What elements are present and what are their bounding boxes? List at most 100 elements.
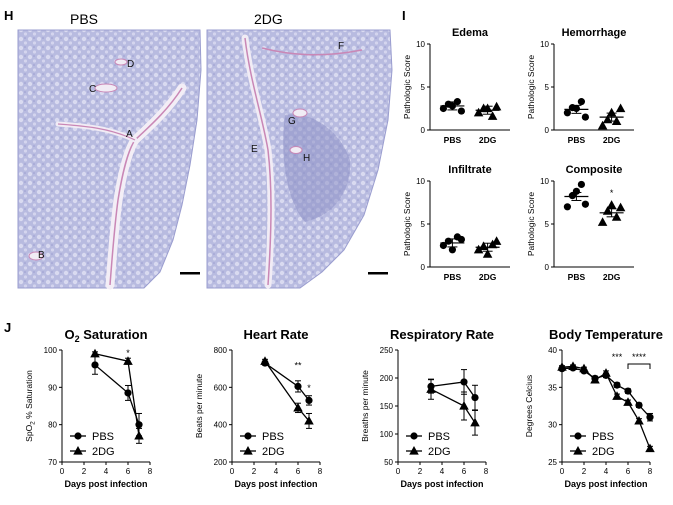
x-axis-label-body-temperature: Days post infection (564, 479, 647, 489)
point-body-temperature-2dg-4 (601, 368, 611, 377)
point-o2-saturation-2dg-2 (134, 430, 144, 440)
x-tick-label-heart-rate-0: 0 (230, 467, 235, 476)
point-body-temperature-2dg-3 (590, 374, 600, 384)
y-tick-label-edema-10: 10 (416, 40, 425, 49)
histology-pbs: A B C D PBS (17, 10, 202, 290)
region-label-f: F (338, 41, 344, 52)
x-tick-label-hemorrhage-pbs: PBS (568, 135, 586, 145)
vessel-pbs-c (94, 83, 118, 93)
chart-title-composite: Composite (566, 164, 623, 176)
y-tick-label-composite-5: 5 (545, 220, 550, 229)
legend-label-heart-rate-2dg: 2DG (262, 446, 285, 458)
series-line-respiratory-rate-2dg (430, 388, 476, 424)
y-tick-label-o2-saturation-100: 100 (44, 346, 58, 355)
x-axis-label-heart-rate: Days post infection (234, 479, 317, 489)
x-tick-label-respiratory-rate-6: 6 (462, 467, 467, 476)
panel-letter-i: I (402, 8, 406, 23)
point-hemorrhage-2dg-0 (597, 120, 608, 130)
y-tick-label-o2-saturation-90: 90 (48, 383, 57, 392)
legend-marker-o2-saturation-2dg (73, 446, 83, 455)
dotplot-composite: Composite 0 5 10 Pathologic Score PBS 2DG * (526, 164, 634, 282)
series-line-heart-rate-pbs (264, 362, 310, 401)
y-tick-label-o2-saturation-70: 70 (48, 458, 57, 467)
series-line-respiratory-rate-pbs (430, 381, 476, 398)
y-tick-label-respiratory-rate-200: 200 (380, 374, 394, 383)
y-tick-label-body-temperature-30: 30 (548, 421, 557, 430)
point-infiltrate-pbs-0 (439, 241, 447, 250)
x-tick-label-body-temperature-2: 2 (582, 467, 587, 476)
point-composite-pbs-2 (572, 187, 581, 195)
point-edema-2dg-4 (491, 101, 502, 111)
x-axis-label-respiratory-rate: Days post infection (400, 479, 483, 489)
panel-letter-j: J (4, 320, 11, 335)
point-infiltrate-2dg-1 (478, 241, 489, 250)
point-heart-rate-pbs-1 (294, 382, 302, 390)
label-bg-2dg (245, 10, 303, 28)
point-hemorrhage-pbs-3 (577, 98, 586, 106)
x-tick-label-heart-rate-4: 4 (274, 467, 279, 476)
chart-title-body-temperature: Body Temperature (549, 327, 663, 342)
tissue-dense-2dg (283, 114, 351, 222)
panel-letter-h: H (4, 8, 13, 23)
y-tick-label-respiratory-rate-50: 50 (384, 458, 393, 467)
y-tick-label-respiratory-rate-100: 100 (380, 430, 394, 439)
region-label-g: G (288, 116, 296, 127)
legend-marker-heart-rate-2dg (243, 446, 253, 455)
x-tick-label-body-temperature-6: 6 (626, 467, 631, 476)
x-tick-label-respiratory-rate-8: 8 (484, 467, 489, 476)
point-respiratory-rate-2dg-1 (459, 401, 469, 410)
point-heart-rate-pbs-2 (305, 396, 313, 404)
lineplot-respiratory-rate: Respiratory Rate 50 100 150 200 250 0 2 4 6 8Days … (360, 327, 494, 489)
dotplot-edema: Edema 0 5 10 Pathologic Score PBS 2DG (402, 27, 510, 145)
x-tick-label-o2-saturation-8: 8 (148, 467, 153, 476)
y-tick-label-heart-rate-400: 400 (214, 421, 228, 430)
x-axis-label-o2-saturation: Days post infection (64, 479, 147, 489)
region-label-e: E (251, 144, 258, 155)
y-axis-label-infiltrate: Pathologic Score (402, 192, 412, 257)
y-tick-label-hemorrhage-0: 0 (545, 126, 550, 135)
y-tick-label-composite-0: 0 (545, 263, 550, 272)
x-tick-label-composite-2dg: 2DG (603, 272, 621, 282)
y-tick-label-infiltrate-5: 5 (421, 220, 426, 229)
point-respiratory-rate-pbs-1 (460, 378, 468, 386)
y-tick-label-infiltrate-0: 0 (421, 263, 426, 272)
y-axis-label-body-temperature: Degrees Celcius (524, 375, 534, 437)
point-o2-saturation-2dg-1 (123, 356, 133, 365)
y-tick-label-heart-rate-200: 200 (214, 458, 228, 467)
x-tick-label-edema-pbs: PBS (444, 135, 462, 145)
vessel-pbs-b (28, 251, 44, 261)
scale-bar-pbs (180, 272, 200, 275)
x-tick-label-hemorrhage-2dg: 2DG (603, 135, 621, 145)
y-tick-label-respiratory-rate-150: 150 (380, 402, 394, 411)
y-tick-label-infiltrate-10: 10 (416, 177, 425, 186)
legend-label-o2-saturation-2dg: 2DG (92, 446, 115, 458)
y-axis-label-heart-rate: Beats per minute (194, 374, 204, 439)
point-edema-pbs-0 (439, 104, 447, 113)
legend-label-body-temperature-pbs: PBS (592, 431, 614, 443)
x-tick-label-body-temperature-8: 8 (648, 467, 653, 476)
vessel-2dg-h (289, 146, 303, 154)
y-axis-label-respiratory-rate: Breaths per minute (360, 370, 370, 442)
y-tick-label-hemorrhage-5: 5 (545, 83, 550, 92)
point-edema-2dg-3 (487, 111, 498, 120)
point-body-temperature-2dg-0 (557, 362, 567, 371)
point-heart-rate-2dg-1 (293, 402, 303, 412)
legend-label-heart-rate-pbs: PBS (262, 431, 284, 443)
label-bg-pbs (60, 10, 118, 28)
significance-body-temperature-1: **** (632, 352, 647, 362)
point-edema-2dg-0 (473, 107, 484, 117)
legend-label-respiratory-rate-pbs: PBS (428, 431, 450, 443)
chart-title-infiltrate: Infiltrate (448, 164, 491, 176)
dotplot-hemorrhage: Hemorrhage 0 5 10 Pathologic Score PBS 2DG (526, 27, 634, 145)
y-tick-label-respiratory-rate-250: 250 (380, 346, 394, 355)
condition-label-2dg: 2DG (254, 11, 283, 27)
vessel-2dg-main (244, 37, 272, 286)
point-composite-2dg-2 (606, 200, 617, 209)
point-infiltrate-2dg-4 (491, 236, 502, 245)
legend-marker-respiratory-rate-2dg (409, 446, 419, 455)
x-tick-label-body-temperature-0: 0 (560, 467, 565, 476)
